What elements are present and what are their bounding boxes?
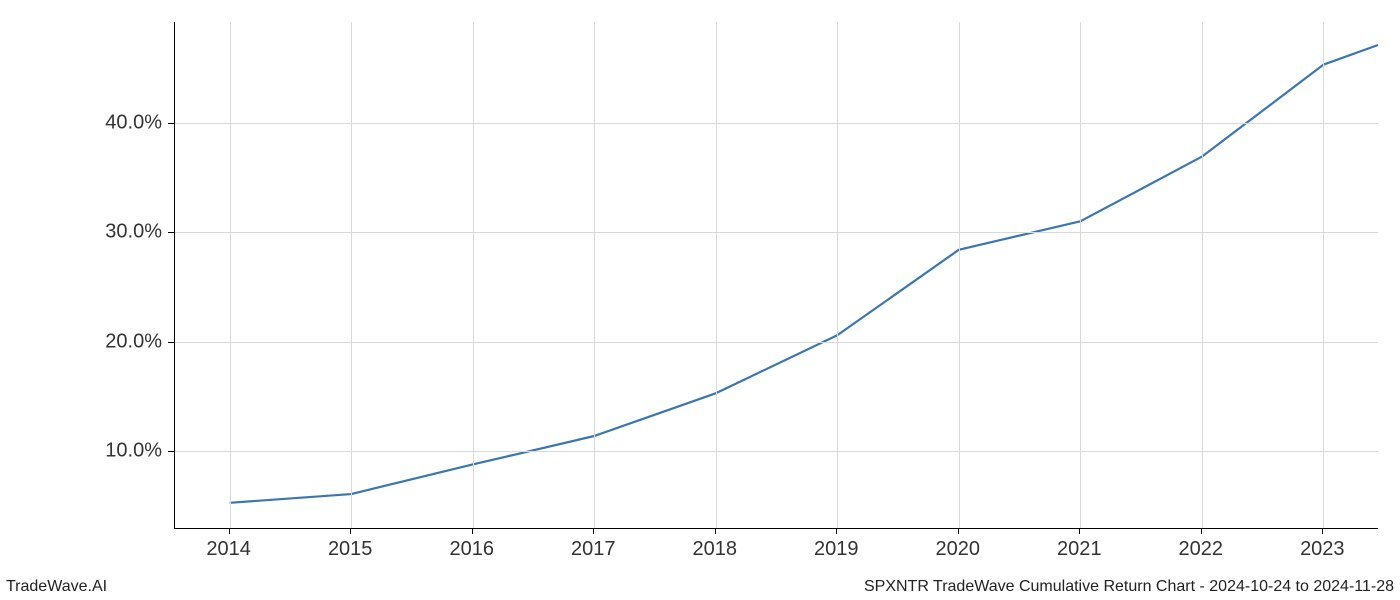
grid-line-vertical — [594, 22, 595, 528]
grid-line-horizontal — [175, 342, 1378, 343]
x-tick-label: 2019 — [814, 538, 859, 561]
x-tick-label: 2023 — [1300, 538, 1345, 561]
x-tick-label: 2018 — [692, 538, 737, 561]
y-tick-mark — [168, 232, 174, 233]
grid-line-horizontal — [175, 451, 1378, 452]
x-tick-mark — [472, 528, 473, 534]
y-tick-mark — [168, 451, 174, 452]
grid-line-vertical — [1202, 22, 1203, 528]
grid-line-horizontal — [175, 232, 1378, 233]
grid-line-vertical — [837, 22, 838, 528]
x-tick-mark — [1322, 528, 1323, 534]
x-tick-mark — [836, 528, 837, 534]
x-tick-label: 2021 — [1057, 538, 1102, 561]
grid-line-vertical — [473, 22, 474, 528]
y-tick-label: 40.0% — [105, 111, 162, 134]
footer-right-label: SPXNTR TradeWave Cumulative Return Chart… — [864, 578, 1394, 596]
x-tick-label: 2014 — [206, 538, 251, 561]
chart-container: TradeWave.AI SPXNTR TradeWave Cumulative… — [0, 0, 1400, 600]
grid-line-vertical — [230, 22, 231, 528]
grid-line-vertical — [959, 22, 960, 528]
x-tick-label: 2020 — [936, 538, 981, 561]
x-tick-mark — [229, 528, 230, 534]
x-tick-mark — [350, 528, 351, 534]
grid-line-vertical — [1323, 22, 1324, 528]
y-tick-mark — [168, 123, 174, 124]
grid-line-vertical — [1080, 22, 1081, 528]
x-tick-mark — [715, 528, 716, 534]
x-tick-label: 2017 — [571, 538, 616, 561]
x-tick-label: 2015 — [328, 538, 373, 561]
x-tick-mark — [593, 528, 594, 534]
footer-left-label: TradeWave.AI — [6, 578, 107, 596]
y-tick-label: 30.0% — [105, 221, 162, 244]
x-tick-label: 2016 — [449, 538, 494, 561]
y-tick-label: 20.0% — [105, 330, 162, 353]
x-tick-mark — [1079, 528, 1080, 534]
grid-line-vertical — [351, 22, 352, 528]
y-tick-mark — [168, 342, 174, 343]
plot-area — [174, 22, 1378, 529]
x-tick-mark — [1201, 528, 1202, 534]
series-line-cumulative-return — [230, 45, 1378, 503]
grid-line-horizontal — [175, 123, 1378, 124]
grid-line-vertical — [716, 22, 717, 528]
y-tick-label: 10.0% — [105, 440, 162, 463]
x-tick-label: 2022 — [1179, 538, 1224, 561]
x-tick-mark — [958, 528, 959, 534]
